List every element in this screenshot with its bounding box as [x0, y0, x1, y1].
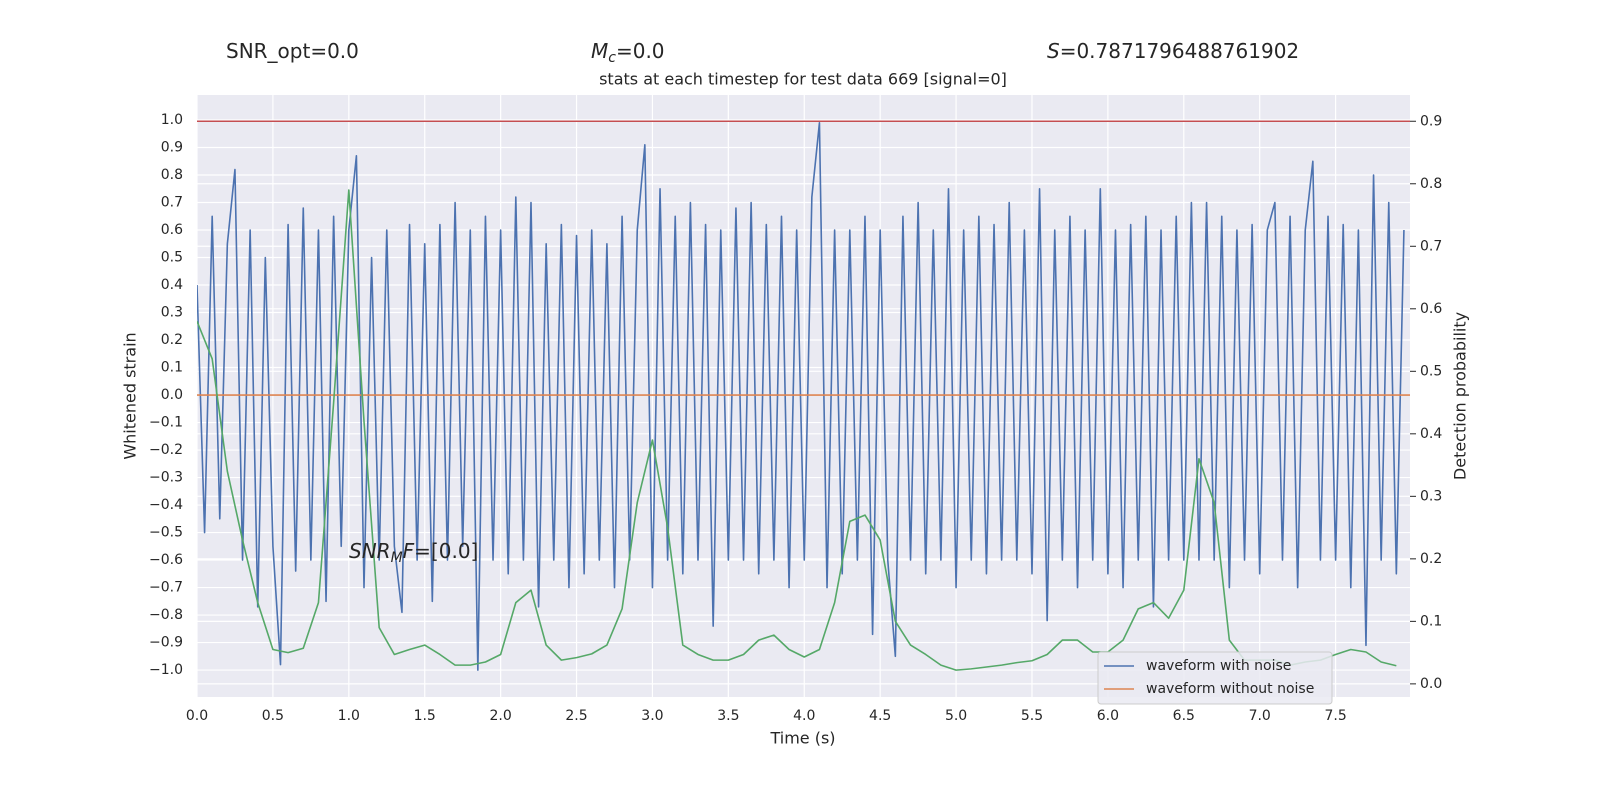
y2-tick-label: 0.0 [1420, 676, 1442, 692]
x-tick-label: 0.5 [262, 708, 284, 724]
x-axis-label: Time (s) [769, 729, 835, 748]
legend-label: waveform without noise [1146, 681, 1314, 697]
y-tick-label: −0.7 [149, 580, 183, 596]
x-tick-label: 7.0 [1249, 708, 1271, 724]
y-tick-label: −0.6 [149, 552, 183, 568]
y-tick-label: −0.5 [149, 525, 183, 541]
y2-tick-label: 0.6 [1420, 301, 1442, 317]
y2-tick-label: 0.9 [1420, 113, 1442, 129]
y2-axis-label: Detection probability [1451, 312, 1470, 480]
annotation: SNRMF=[0.0] [349, 539, 478, 567]
annotation-part: =0.0 [616, 39, 665, 63]
annotation: S=0.7871796488761902 [1047, 39, 1299, 63]
y-tick-label: 0.0 [161, 387, 183, 403]
y2-tick-label: 0.8 [1420, 176, 1442, 192]
y2-tick-label: 0.1 [1420, 613, 1442, 629]
y2-tick-label: 0.4 [1420, 426, 1442, 442]
annotation: Mc=0.0 [591, 39, 665, 67]
y-tick-label: 0.5 [161, 250, 183, 266]
y2-tick-label: 0.7 [1420, 238, 1442, 254]
y-tick-label: −0.3 [149, 470, 183, 486]
y-tick-label: 1.0 [161, 112, 183, 128]
y-tick-label: −0.4 [149, 497, 183, 513]
x-tick-label: 6.0 [1097, 708, 1119, 724]
y2-tick-label: 0.2 [1420, 551, 1442, 567]
y-tick-label: 0.9 [161, 140, 183, 156]
x-tick-label: 0.0 [186, 708, 208, 724]
legend-label: waveform with noise [1146, 658, 1291, 674]
y-tick-label: 0.2 [161, 332, 183, 348]
y2-tick-label: 0.5 [1420, 363, 1442, 379]
y-tick-label: 0.7 [161, 195, 183, 211]
y-tick-label: 0.1 [161, 360, 183, 376]
x-tick-label: 4.0 [793, 708, 815, 724]
x-tick-label: 1.0 [338, 708, 360, 724]
x-tick-label: 5.5 [1021, 708, 1043, 724]
y-tick-label: −0.8 [149, 607, 183, 623]
chart-title: stats at each timestep for test data 669… [599, 70, 1007, 89]
x-tick-label: 6.5 [1173, 708, 1195, 724]
legend-box [1097, 651, 1333, 705]
annotation: SNR_opt=0.0 [226, 39, 359, 63]
annotation-part: SNR_opt=0.0 [226, 39, 359, 63]
annotation-part: =[0.0] [414, 539, 478, 563]
y-tick-label: −1.0 [149, 662, 183, 678]
x-tick-label: 4.5 [869, 708, 891, 724]
y-tick-label: 0.8 [161, 167, 183, 183]
y-tick-label: 0.4 [161, 277, 183, 293]
annotation-part: F [403, 539, 415, 563]
y-tick-label: −0.2 [149, 442, 183, 458]
x-tick-label: 3.5 [717, 708, 739, 724]
x-tick-label: 7.5 [1324, 708, 1346, 724]
x-tick-label: 2.5 [565, 708, 587, 724]
y-axis-label: Whitened strain [121, 332, 140, 459]
y2-tick-label: 0.3 [1420, 488, 1442, 504]
x-tick-label: 3.0 [641, 708, 663, 724]
annotation-part: M [391, 550, 403, 566]
x-tick-label: 1.5 [414, 708, 436, 724]
y-tick-label: −0.9 [149, 635, 183, 651]
annotation-part: c [608, 50, 616, 66]
annotation-part: M [591, 39, 608, 63]
y-tick-label: 0.3 [161, 305, 183, 321]
annotation-part: S [1047, 39, 1060, 63]
x-tick-label: 2.0 [489, 708, 511, 724]
x-tick-label: 5.0 [945, 708, 967, 724]
annotation-part: SNR [349, 539, 391, 563]
plot-background [197, 95, 1410, 697]
y-tick-label: −0.1 [149, 415, 183, 431]
y-tick-label: 0.6 [161, 222, 183, 238]
series-line [197, 189, 1397, 671]
annotation-part: =0.7871796488761902 [1060, 39, 1299, 63]
